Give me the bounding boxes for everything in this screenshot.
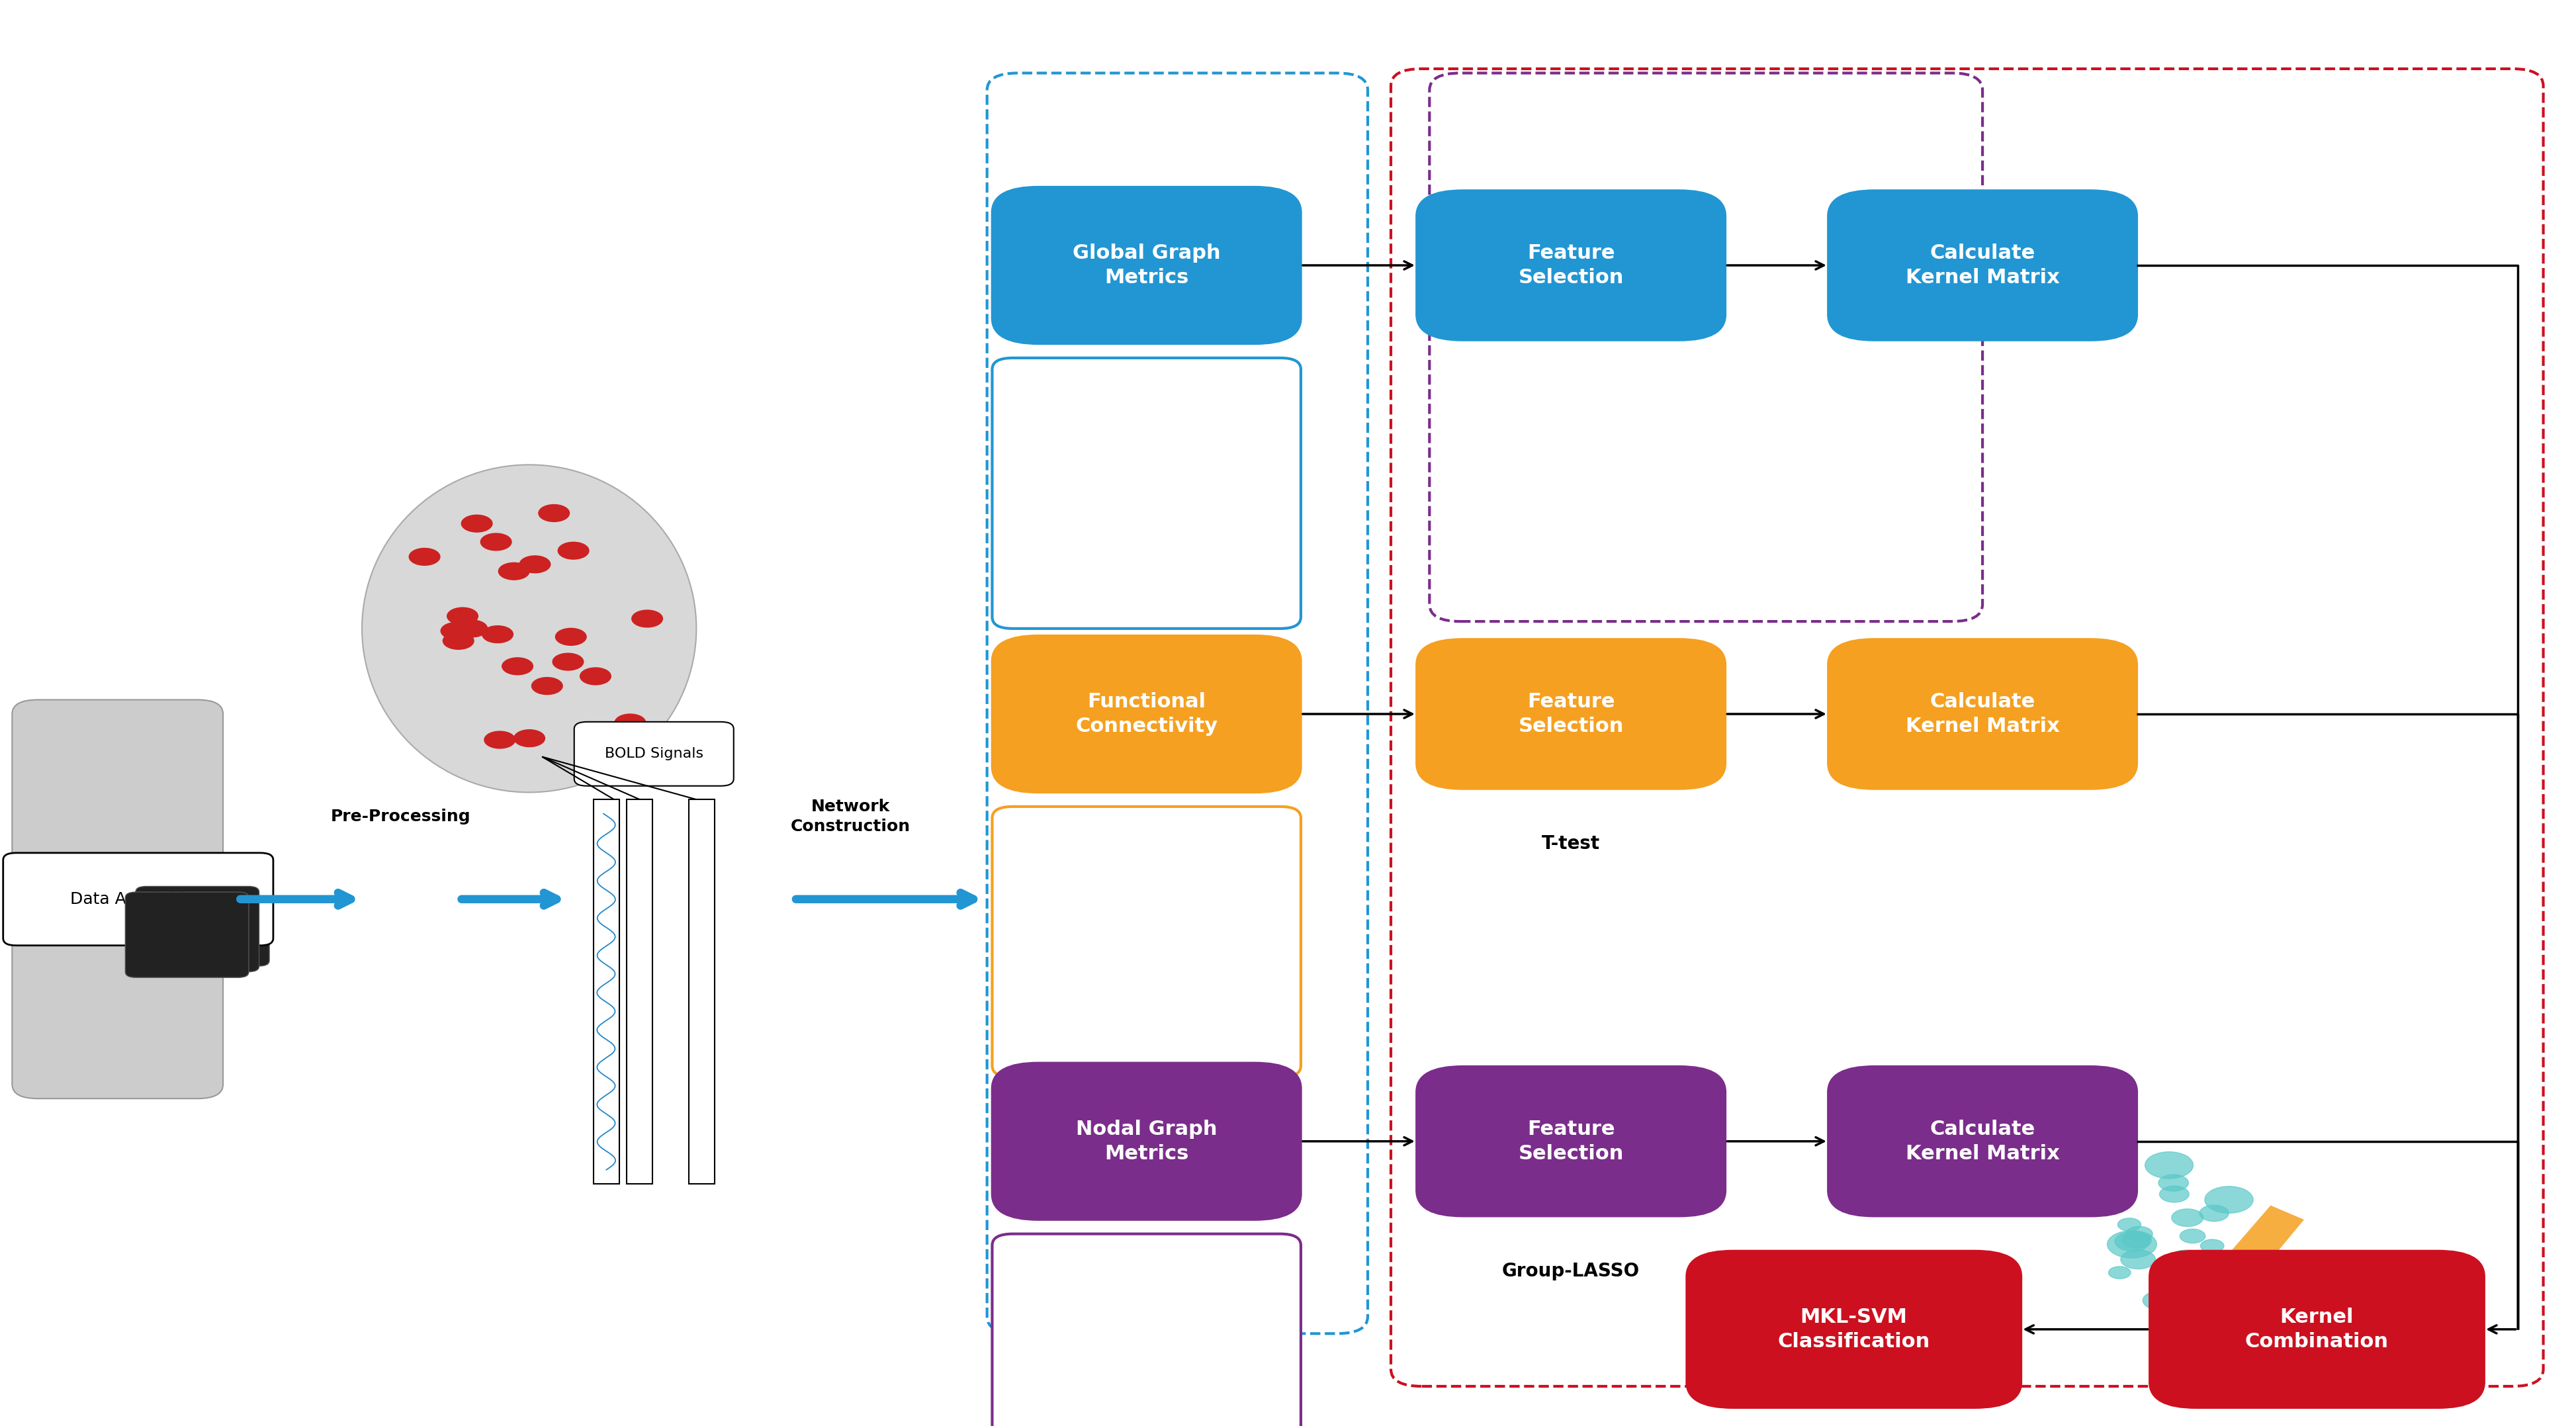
Circle shape	[2117, 1218, 2141, 1231]
FancyBboxPatch shape	[1417, 190, 1726, 340]
FancyBboxPatch shape	[992, 635, 1301, 793]
Circle shape	[2159, 1187, 2190, 1202]
FancyBboxPatch shape	[1417, 1067, 1726, 1217]
Circle shape	[515, 730, 546, 747]
Text: Feature
Selection: Feature Selection	[1517, 693, 1623, 735]
Circle shape	[2125, 1227, 2154, 1241]
FancyBboxPatch shape	[1829, 1067, 2138, 1217]
Circle shape	[410, 548, 440, 565]
Circle shape	[2107, 1231, 2156, 1258]
FancyBboxPatch shape	[1829, 640, 2138, 788]
Ellipse shape	[363, 464, 696, 793]
FancyBboxPatch shape	[1417, 640, 1726, 788]
Circle shape	[2115, 1232, 2151, 1251]
Circle shape	[2146, 1152, 2192, 1178]
Circle shape	[500, 563, 531, 580]
Text: Kernel
Combination: Kernel Combination	[2246, 1308, 2388, 1351]
Polygon shape	[2208, 1205, 2303, 1291]
FancyBboxPatch shape	[992, 807, 1301, 1077]
Circle shape	[2205, 1187, 2254, 1214]
Text: T-test: T-test	[1543, 834, 1600, 853]
Circle shape	[580, 668, 611, 685]
Circle shape	[2179, 1230, 2205, 1244]
Circle shape	[531, 677, 562, 694]
FancyBboxPatch shape	[992, 1062, 1301, 1220]
Circle shape	[631, 610, 662, 627]
Text: Calculate
Kernel Matrix: Calculate Kernel Matrix	[1906, 1120, 2061, 1164]
FancyBboxPatch shape	[13, 700, 224, 1098]
Bar	[688, 800, 714, 1184]
FancyBboxPatch shape	[992, 358, 1301, 628]
Circle shape	[559, 543, 590, 560]
Circle shape	[520, 555, 551, 573]
Text: Network
Construction: Network Construction	[791, 798, 912, 834]
Circle shape	[538, 504, 569, 521]
FancyBboxPatch shape	[126, 892, 250, 978]
Bar	[626, 800, 652, 1184]
Circle shape	[616, 714, 647, 731]
Circle shape	[2161, 1291, 2197, 1312]
Circle shape	[2123, 1232, 2151, 1248]
Text: Data Acquisition: Data Acquisition	[70, 891, 206, 907]
Text: Feature
Selection: Feature Selection	[1517, 244, 1623, 287]
Text: Calculate
Kernel Matrix: Calculate Kernel Matrix	[1906, 693, 2061, 735]
Text: Nodal Graph
Metrics: Nodal Graph Metrics	[1077, 1120, 1216, 1164]
FancyBboxPatch shape	[1687, 1251, 2022, 1408]
Circle shape	[456, 620, 487, 637]
Text: Group-LASSO: Group-LASSO	[1502, 1262, 1641, 1279]
Circle shape	[502, 658, 533, 675]
FancyBboxPatch shape	[992, 1234, 1301, 1428]
Circle shape	[2166, 1250, 2208, 1272]
Text: BOLD Signals: BOLD Signals	[605, 747, 703, 761]
Circle shape	[443, 633, 474, 650]
Text: Pre-Processing: Pre-Processing	[330, 808, 471, 824]
Circle shape	[2200, 1240, 2223, 1252]
Circle shape	[621, 741, 652, 758]
Circle shape	[2120, 1250, 2156, 1269]
Bar	[592, 800, 618, 1184]
Circle shape	[2159, 1174, 2190, 1191]
Circle shape	[484, 731, 515, 748]
Text: Calculate
Kernel Matrix: Calculate Kernel Matrix	[1906, 244, 2061, 287]
FancyBboxPatch shape	[1829, 190, 2138, 340]
FancyBboxPatch shape	[992, 187, 1301, 344]
FancyBboxPatch shape	[2151, 1251, 2483, 1408]
Circle shape	[2200, 1205, 2228, 1221]
Text: Functional
Connectivity: Functional Connectivity	[1074, 693, 1218, 735]
FancyBboxPatch shape	[574, 721, 734, 785]
Circle shape	[482, 534, 513, 550]
FancyBboxPatch shape	[3, 853, 273, 945]
FancyBboxPatch shape	[147, 881, 270, 967]
Circle shape	[2110, 1267, 2130, 1278]
Text: Global Graph
Metrics: Global Graph Metrics	[1072, 244, 1221, 287]
Circle shape	[556, 628, 587, 645]
Circle shape	[448, 607, 479, 624]
Text: MKL-SVM
Classification: MKL-SVM Classification	[1777, 1308, 1929, 1351]
Text: Feature
Selection: Feature Selection	[1517, 1120, 1623, 1164]
Circle shape	[440, 623, 471, 640]
Circle shape	[461, 516, 492, 533]
Circle shape	[2172, 1210, 2202, 1227]
Circle shape	[554, 653, 585, 670]
Circle shape	[2143, 1291, 2177, 1309]
FancyBboxPatch shape	[137, 887, 260, 972]
Circle shape	[482, 625, 513, 643]
